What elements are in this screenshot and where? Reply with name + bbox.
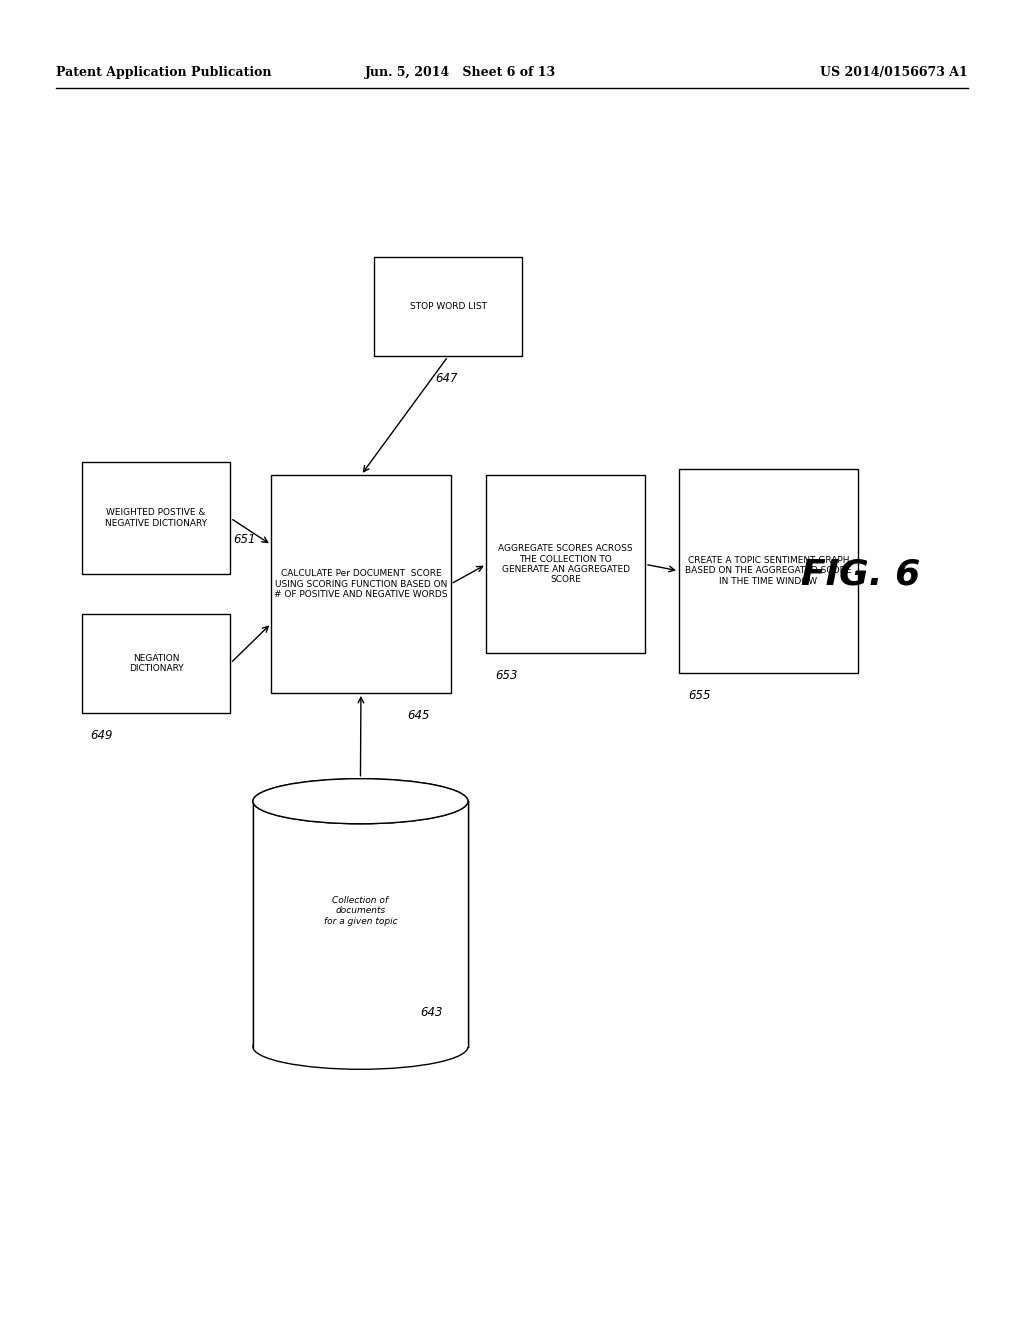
Bar bbox=[486, 475, 645, 653]
Text: Jun. 5, 2014   Sheet 6 of 13: Jun. 5, 2014 Sheet 6 of 13 bbox=[366, 66, 556, 79]
Bar bbox=[679, 469, 858, 673]
Text: 651: 651 bbox=[233, 533, 256, 546]
Text: NEGATION
DICTIONARY: NEGATION DICTIONARY bbox=[129, 653, 183, 673]
Text: Collection of
documents
for a given topic: Collection of documents for a given topi… bbox=[324, 896, 397, 925]
Ellipse shape bbox=[253, 779, 468, 824]
Ellipse shape bbox=[253, 779, 468, 824]
Text: 653: 653 bbox=[496, 669, 518, 682]
Text: FIG. 6: FIG. 6 bbox=[801, 557, 920, 591]
Text: CALCULATE Per DOCUMENT  SCORE
USING SCORING FUNCTION BASED ON
# OF POSITIVE AND : CALCULATE Per DOCUMENT SCORE USING SCORI… bbox=[274, 569, 447, 599]
Text: 647: 647 bbox=[435, 372, 458, 385]
Text: 643: 643 bbox=[420, 1006, 442, 1019]
Bar bbox=[82, 614, 230, 713]
Bar bbox=[271, 475, 451, 693]
Ellipse shape bbox=[253, 1024, 468, 1069]
Text: WEIGHTED POSTIVE &
NEGATIVE DICTIONARY: WEIGHTED POSTIVE & NEGATIVE DICTIONARY bbox=[105, 508, 207, 528]
Text: 655: 655 bbox=[688, 689, 711, 702]
Text: 649: 649 bbox=[90, 729, 113, 742]
Bar bbox=[374, 257, 522, 356]
Text: STOP WORD LIST: STOP WORD LIST bbox=[410, 302, 486, 312]
Bar bbox=[82, 462, 230, 574]
Text: AGGREGATE SCORES ACROSS
THE COLLECTION TO
GENERATE AN AGGREGATED
SCORE: AGGREGATE SCORES ACROSS THE COLLECTION T… bbox=[499, 544, 633, 585]
Bar bbox=[253, 801, 468, 1047]
Text: CREATE A TOPIC SENTIMENT GRAPH
BASED ON THE AGGREGATED SCORE
IN THE TIME WINDOW: CREATE A TOPIC SENTIMENT GRAPH BASED ON … bbox=[685, 556, 852, 586]
Text: US 2014/0156673 A1: US 2014/0156673 A1 bbox=[820, 66, 968, 79]
Text: 645: 645 bbox=[408, 709, 430, 722]
Text: Patent Application Publication: Patent Application Publication bbox=[56, 66, 271, 79]
